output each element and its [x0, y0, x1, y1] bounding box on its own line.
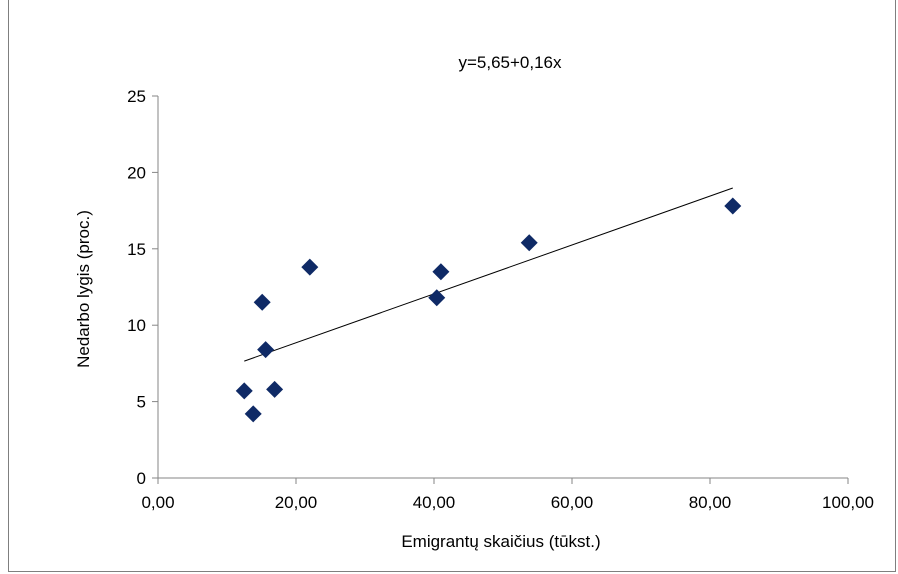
data-point — [266, 380, 284, 398]
x-tick-label: 60,00 — [551, 493, 594, 512]
trendline — [244, 187, 733, 362]
x-tick-label: 80,00 — [689, 493, 732, 512]
y-axis-label: Nedarbo lygis (proc.) — [74, 210, 93, 368]
points-group — [235, 197, 742, 423]
x-tick-label: 20,00 — [275, 493, 318, 512]
data-point — [253, 293, 271, 311]
y-tick-label: 0 — [137, 469, 146, 488]
data-point — [520, 234, 538, 252]
data-point — [428, 289, 446, 307]
y-tick-label: 5 — [137, 393, 146, 412]
data-point — [257, 341, 275, 359]
x-axis-label: Emigrantų skaičius (tūkst.) — [401, 532, 600, 551]
chart-frame — [8, 0, 896, 572]
chart-title: y=5,65+0,16x — [458, 53, 562, 72]
y-tick-label: 15 — [127, 240, 146, 259]
axes — [157, 96, 848, 479]
ticks: 0 5 10 15 20 25 0,00 20,00 40,00 60,00 80,00 100,00 — [127, 87, 874, 512]
data-point — [724, 197, 742, 215]
trendline-group — [244, 187, 733, 362]
x-tick-label: 100,00 — [822, 493, 874, 512]
data-point — [244, 405, 262, 423]
data-point — [301, 258, 319, 276]
y-tick-label: 25 — [127, 87, 146, 106]
data-point — [235, 382, 253, 400]
x-tick-label: 40,00 — [413, 493, 456, 512]
y-tick-label: 10 — [127, 316, 146, 335]
y-tick-label: 20 — [127, 163, 146, 182]
x-tick-label: 0,00 — [141, 493, 174, 512]
data-point — [432, 263, 450, 281]
